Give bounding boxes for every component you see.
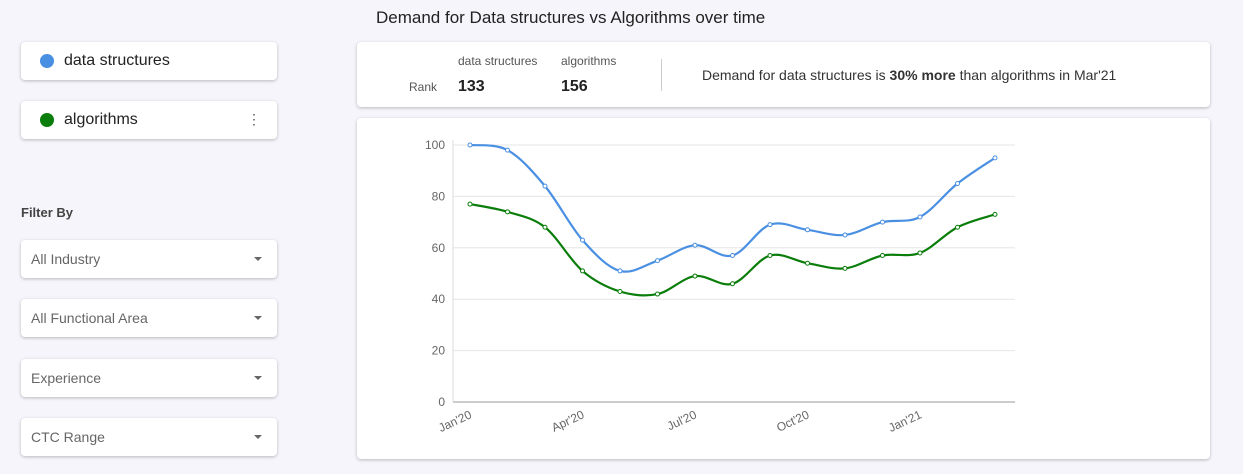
algo-label: algorithms bbox=[561, 54, 617, 68]
caret-down-icon bbox=[254, 257, 262, 261]
data-point bbox=[842, 232, 848, 238]
select-value: All Functional Area bbox=[31, 310, 148, 326]
data-point bbox=[955, 224, 960, 230]
select-value: Experience bbox=[31, 370, 102, 386]
select-value: CTC Range bbox=[31, 429, 105, 445]
experience-select[interactable]: Experience bbox=[21, 359, 277, 397]
data-point bbox=[542, 224, 548, 230]
ds-rank: 133 bbox=[458, 78, 485, 95]
ctc-range-select[interactable]: CTC Range bbox=[21, 418, 277, 456]
data-point bbox=[805, 260, 810, 266]
y-tick-label: 20 bbox=[432, 344, 446, 358]
chart-card: 0 20 40 60 80 100 Jan'20 Apr'20 Jul'20 Oct'20 Jan'… bbox=[357, 118, 1210, 459]
comparison-message: Demand for data structures is 30% more t… bbox=[702, 67, 1116, 83]
series-line bbox=[469, 143, 996, 273]
legend-data-structures[interactable]: data structures bbox=[21, 42, 277, 80]
data-point bbox=[655, 291, 660, 297]
industry-select[interactable]: All Industry bbox=[21, 240, 277, 278]
data-point bbox=[505, 147, 510, 153]
msg-text: than algorithms in Mar'21 bbox=[955, 67, 1117, 83]
data-point bbox=[467, 142, 473, 148]
series-dot-icon bbox=[40, 54, 54, 68]
data-point bbox=[467, 201, 473, 207]
data-point bbox=[730, 253, 735, 259]
x-tick-label: Jan'21 bbox=[886, 407, 924, 435]
functional-area-select[interactable]: All Functional Area bbox=[21, 299, 277, 337]
data-point bbox=[842, 265, 848, 271]
data-point bbox=[692, 273, 698, 279]
caret-down-icon bbox=[254, 376, 262, 380]
data-point bbox=[542, 183, 548, 189]
x-tick-label: Jan'20 bbox=[436, 407, 474, 435]
data-point bbox=[580, 268, 585, 274]
data-point bbox=[580, 237, 585, 243]
data-point bbox=[767, 222, 773, 228]
data-point bbox=[917, 214, 923, 220]
data-point bbox=[805, 227, 810, 233]
caret-down-icon bbox=[254, 435, 262, 439]
data-point bbox=[767, 253, 773, 259]
msg-text: Demand for data structures is bbox=[702, 67, 890, 83]
rank-summary: Rank data structures 133 algorithms 156 … bbox=[357, 42, 1210, 107]
data-point bbox=[655, 258, 660, 264]
ds-label: data structures bbox=[458, 54, 538, 68]
filter-by-label: Filter By bbox=[21, 205, 74, 220]
page-title: Demand for Data structures vs Algorithms… bbox=[376, 8, 766, 27]
y-tick-label: 0 bbox=[438, 395, 445, 409]
data-point bbox=[505, 209, 510, 215]
msg-highlight: 30% more bbox=[889, 67, 956, 83]
data-point bbox=[692, 242, 698, 248]
data-point bbox=[880, 253, 885, 259]
data-point bbox=[917, 250, 923, 256]
divider bbox=[661, 59, 662, 91]
data-point bbox=[992, 155, 998, 161]
y-tick-label: 100 bbox=[425, 138, 445, 152]
data-point bbox=[617, 268, 623, 274]
series-dot-icon bbox=[40, 113, 54, 127]
algo-rank: 156 bbox=[561, 78, 588, 95]
x-tick-label: Oct'20 bbox=[774, 407, 811, 434]
x-tick-label: Jul'20 bbox=[665, 407, 699, 433]
data-point bbox=[730, 281, 735, 287]
legend-label: algorithms bbox=[64, 111, 138, 128]
x-tick-label: Apr'20 bbox=[549, 407, 586, 434]
y-tick-label: 60 bbox=[432, 241, 446, 255]
y-tick-label: 80 bbox=[432, 189, 446, 203]
data-point bbox=[955, 181, 960, 187]
legend-label: data structures bbox=[64, 52, 170, 69]
line-chart: 0 20 40 60 80 100 Jan'20 Apr'20 Jul'20 Oct'20 Jan'… bbox=[425, 138, 1015, 435]
data-point bbox=[617, 288, 623, 294]
y-tick-label: 40 bbox=[432, 292, 446, 306]
more-options-icon[interactable]: ⋮ bbox=[247, 111, 261, 127]
select-value: All Industry bbox=[31, 251, 101, 267]
rank-label: Rank bbox=[409, 80, 438, 94]
legend-algorithms[interactable]: algorithms ⋮ bbox=[21, 101, 277, 139]
caret-down-icon bbox=[254, 316, 262, 320]
data-point bbox=[992, 211, 998, 217]
data-point bbox=[880, 219, 885, 225]
